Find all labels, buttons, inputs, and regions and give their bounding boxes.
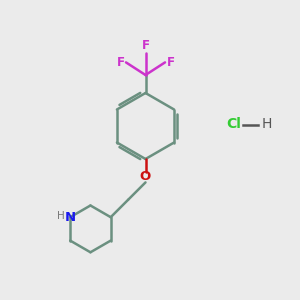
- Text: N: N: [64, 211, 76, 224]
- Text: F: F: [116, 56, 124, 69]
- Text: Cl: Cl: [226, 118, 242, 131]
- Text: O: O: [140, 170, 151, 184]
- Text: H: H: [57, 211, 64, 221]
- Text: F: F: [142, 39, 149, 52]
- Text: F: F: [167, 56, 175, 69]
- Text: H: H: [262, 118, 272, 131]
